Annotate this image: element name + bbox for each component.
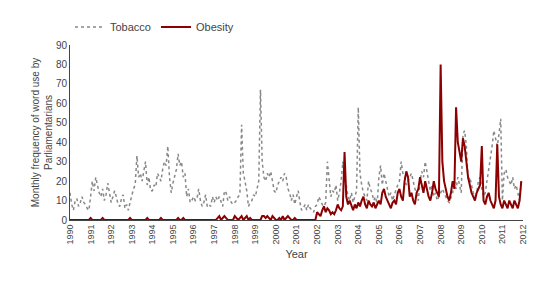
svg-text:40: 40 [56, 137, 68, 148]
svg-text:70: 70 [56, 78, 68, 89]
svg-text:Year: Year [285, 248, 308, 260]
svg-text:2003: 2003 [333, 225, 343, 245]
svg-text:2001: 2001 [291, 225, 301, 245]
svg-text:1990: 1990 [65, 225, 75, 245]
svg-text:10: 10 [56, 195, 68, 206]
svg-text:20: 20 [56, 176, 68, 187]
svg-text:1999: 1999 [250, 225, 260, 245]
svg-text:1992: 1992 [106, 225, 116, 245]
svg-text:1993: 1993 [127, 225, 137, 245]
svg-text:2006: 2006 [394, 225, 404, 245]
svg-text:1995: 1995 [168, 225, 178, 245]
svg-text:1997: 1997 [209, 225, 219, 245]
svg-text:Monthly frequency of word use: Monthly frequency of word use byParliame… [30, 58, 54, 208]
svg-text:2000: 2000 [271, 225, 281, 245]
svg-text:60: 60 [56, 98, 68, 109]
svg-text:2011: 2011 [497, 225, 507, 244]
svg-text:1996: 1996 [188, 225, 198, 245]
svg-text:90: 90 [56, 40, 68, 51]
svg-text:30: 30 [56, 156, 68, 167]
svg-text:0: 0 [61, 215, 67, 226]
svg-text:2010: 2010 [477, 225, 487, 245]
svg-text:Obesity: Obesity [196, 21, 234, 33]
svg-text:2004: 2004 [353, 225, 363, 245]
svg-text:2012: 2012 [518, 225, 528, 245]
svg-text:1998: 1998 [230, 225, 240, 245]
svg-text:50: 50 [56, 117, 68, 128]
svg-text:1991: 1991 [86, 225, 96, 245]
svg-text:2002: 2002 [312, 225, 322, 245]
svg-text:Tobacco: Tobacco [110, 21, 151, 33]
svg-text:2007: 2007 [415, 225, 425, 245]
svg-text:2009: 2009 [456, 225, 466, 245]
svg-text:2008: 2008 [436, 225, 446, 245]
svg-text:80: 80 [56, 59, 68, 70]
svg-text:2005: 2005 [374, 225, 384, 245]
svg-text:1994: 1994 [147, 225, 157, 245]
